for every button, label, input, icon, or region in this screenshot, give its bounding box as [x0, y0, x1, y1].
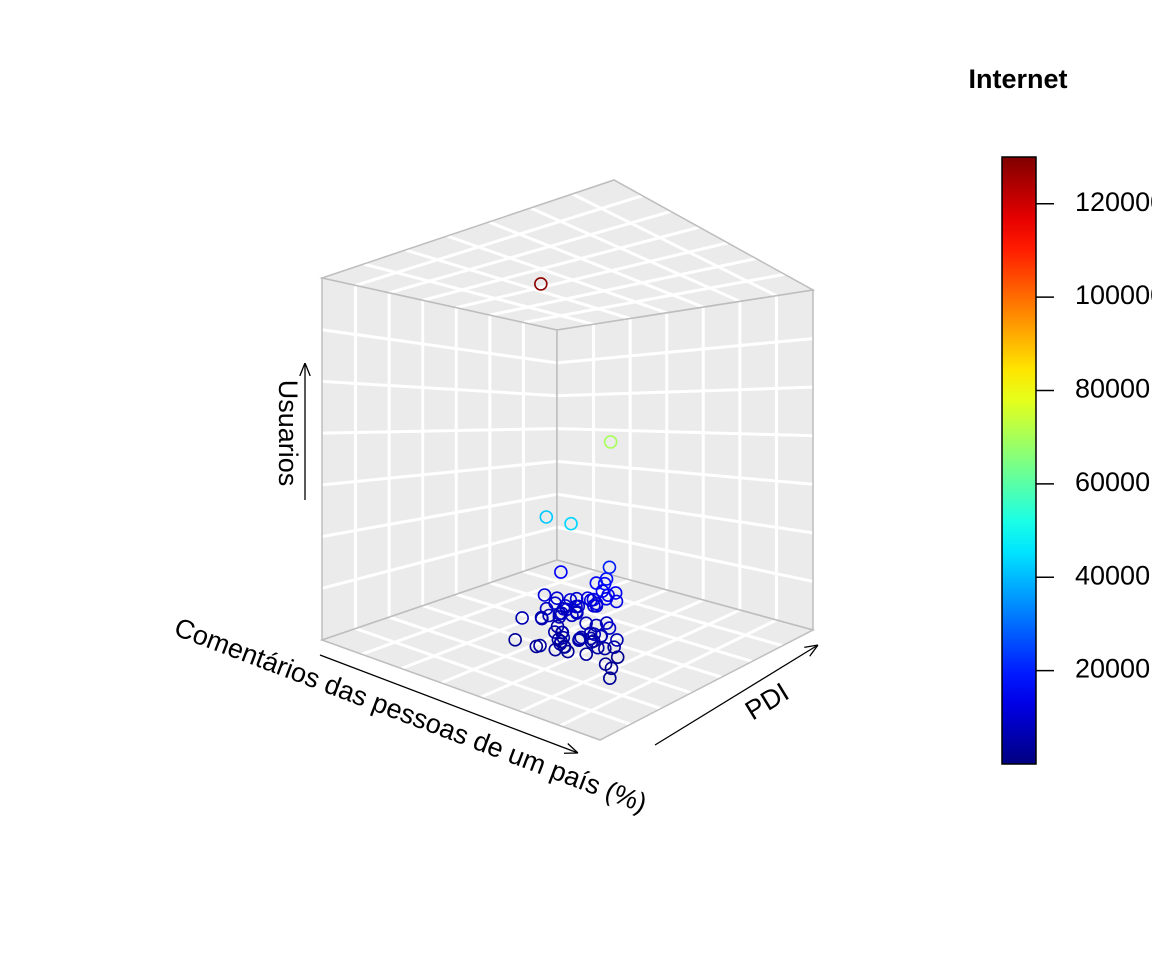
colorbar	[1001, 156, 1037, 765]
grid-line	[556, 525, 814, 583]
grid-line	[556, 385, 814, 398]
colorbar-tick-label: 20000	[1075, 654, 1150, 684]
grid-line	[388, 209, 672, 295]
grid-line	[556, 492, 814, 535]
point	[552, 610, 567, 624]
side-panel	[557, 290, 813, 630]
x-axis-label: PDI	[740, 677, 794, 726]
grid-line	[355, 194, 643, 287]
colorbar-ticks: 20000 40000 60000 80000 100000 120000	[1036, 187, 1152, 684]
point	[597, 576, 612, 591]
point	[542, 608, 556, 623]
grid-line	[489, 257, 757, 317]
point	[595, 584, 610, 598]
point	[610, 633, 624, 647]
colorbar-tick-label: 40000	[1075, 560, 1150, 590]
point	[603, 435, 618, 449]
point	[599, 616, 614, 630]
point	[564, 516, 578, 531]
grid-line	[321, 427, 558, 435]
point	[598, 641, 612, 656]
point	[586, 634, 601, 648]
x-axis-arrow	[654, 645, 818, 746]
point	[508, 633, 522, 647]
grid-line	[559, 618, 778, 728]
point	[550, 591, 564, 606]
point	[579, 647, 594, 661]
grid-line	[488, 220, 704, 309]
point	[552, 606, 567, 621]
grid-line	[422, 225, 700, 302]
colorbar-tick-label: 120000	[1075, 187, 1152, 217]
points	[508, 277, 625, 685]
grid-line	[523, 272, 785, 325]
panel-border	[319, 559, 816, 741]
y-axis-arrow	[319, 654, 578, 753]
point	[548, 642, 563, 657]
panels	[319, 179, 816, 741]
point	[590, 640, 605, 655]
grid-line	[321, 379, 558, 398]
point	[572, 633, 586, 647]
point	[589, 596, 604, 611]
grid-line	[446, 234, 668, 315]
grid-line	[404, 248, 631, 321]
grid-line	[355, 627, 631, 726]
grid-line	[523, 569, 783, 648]
point	[557, 640, 572, 654]
grid-line	[388, 615, 662, 710]
point	[602, 560, 617, 575]
point	[583, 626, 598, 640]
point	[607, 640, 621, 654]
point	[569, 591, 584, 606]
grid-line	[489, 581, 753, 663]
point	[571, 599, 586, 614]
point	[604, 661, 619, 676]
grid-line	[321, 492, 558, 539]
point	[539, 510, 554, 524]
colorbar-tick-label: 60000	[1075, 467, 1150, 497]
z-axis-label: Usuarios	[273, 380, 303, 487]
grid-line	[571, 192, 778, 298]
colorbar-tick-label: 100000	[1075, 280, 1152, 310]
point	[533, 638, 547, 653]
point	[515, 611, 529, 625]
grid-line	[556, 427, 814, 438]
point	[555, 625, 570, 640]
point	[554, 565, 568, 579]
grid-line	[556, 337, 814, 365]
grid-line	[363, 262, 594, 326]
grid-line	[321, 328, 558, 365]
point	[537, 588, 552, 602]
grid-line	[529, 206, 741, 303]
colorbar-tick-label: 80000	[1075, 374, 1150, 404]
grid-line	[455, 241, 729, 310]
colorbar-title: Internet	[968, 64, 1067, 94]
point	[556, 630, 571, 645]
grid-line	[556, 459, 814, 486]
point	[534, 277, 548, 291]
point	[603, 671, 617, 685]
grid-line	[519, 608, 741, 713]
grid-line	[321, 459, 558, 487]
point	[570, 605, 584, 619]
back-panel	[322, 278, 557, 640]
point	[535, 611, 549, 626]
grid-line	[321, 525, 558, 590]
grid-line	[361, 568, 595, 656]
